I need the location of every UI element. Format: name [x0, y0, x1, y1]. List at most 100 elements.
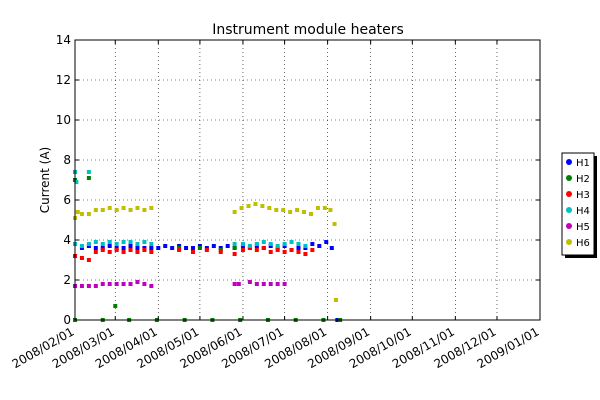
data-point-h4	[261, 240, 266, 244]
data-point-h1	[149, 246, 154, 250]
legend-marker-h6	[566, 239, 572, 245]
gridlines	[74, 39, 541, 321]
data-point-h3	[142, 248, 147, 252]
data-point-h3	[100, 248, 105, 252]
data-point-h1	[107, 244, 112, 248]
data-point-h3	[128, 248, 133, 252]
data-point-h3	[296, 250, 301, 254]
data-point-h3	[93, 250, 98, 254]
data-point-h6	[253, 202, 258, 206]
data-point-h6	[274, 208, 279, 212]
legend-marker-h1	[566, 159, 572, 165]
data-point-h4	[114, 242, 119, 246]
y-tick-label: 10	[56, 113, 71, 127]
data-point-h5	[121, 282, 126, 286]
data-point-h5	[247, 280, 252, 284]
data-point-h6	[128, 208, 133, 212]
legend-marker-h5	[566, 223, 572, 229]
data-point-h3	[261, 246, 266, 250]
data-point-h1	[225, 244, 230, 248]
legend-marker-h3	[566, 191, 572, 197]
data-point-h5	[100, 282, 105, 286]
data-point-h4	[240, 242, 245, 246]
data-point-h4	[268, 242, 273, 246]
data-point-h5	[282, 282, 287, 286]
legend-marker-h2	[566, 175, 572, 181]
data-point-h4	[128, 240, 133, 244]
data-point-h2	[197, 246, 202, 250]
data-point-h5	[128, 282, 133, 286]
legend-label: H6	[576, 238, 590, 249]
data-point-h5	[114, 282, 119, 286]
data-point-h5	[254, 282, 259, 286]
data-point-h1	[310, 242, 315, 246]
data-point-h3	[289, 248, 294, 252]
data-point-h4	[282, 242, 287, 246]
data-point-h2	[232, 246, 237, 250]
data-point-h4	[149, 242, 154, 246]
data-point-h5	[268, 282, 273, 286]
data-point-h3	[135, 250, 140, 254]
data-point-h1	[190, 246, 195, 250]
data-point-h1	[156, 246, 161, 250]
data-point-h2	[86, 176, 91, 180]
data-point-h4	[74, 180, 79, 184]
data-point-h4	[93, 240, 98, 244]
data-point-h6	[100, 208, 105, 212]
data-point-h6	[333, 298, 338, 302]
data-point-h1	[128, 244, 133, 248]
data-point-h4	[303, 244, 308, 248]
data-point-h3	[232, 252, 237, 256]
y-tick-label: 8	[63, 153, 71, 167]
data-point-h4	[296, 242, 301, 246]
data-point-h3	[275, 248, 280, 252]
data-point-h4	[232, 242, 237, 246]
data-point-h3	[310, 248, 315, 252]
data-point-h1	[329, 246, 334, 250]
data-point-h6	[302, 210, 307, 214]
data-point-h6	[332, 222, 337, 226]
data-point-h6	[315, 206, 320, 210]
data-point-h3	[86, 258, 91, 262]
data-point-h5	[79, 284, 84, 288]
legend-label: H2	[576, 174, 590, 185]
data-point-h6	[93, 208, 98, 212]
legend-label: H4	[576, 206, 590, 217]
data-point-h6	[246, 204, 251, 208]
data-point-h1	[184, 246, 189, 250]
data-point-h3	[282, 250, 287, 254]
data-point-h6	[267, 206, 272, 210]
data-point-h4	[100, 242, 105, 246]
data-point-h3	[107, 250, 112, 254]
y-tick-label: 2	[63, 273, 71, 287]
data-point-h6	[288, 210, 293, 214]
data-point-h3	[190, 250, 195, 254]
data-point-h5	[232, 282, 237, 286]
plot-frame	[74, 39, 541, 321]
data-point-h1	[93, 246, 98, 250]
y-tick-label: 6	[63, 193, 71, 207]
legend-label: H5	[576, 222, 590, 233]
data-point-h6	[281, 208, 286, 212]
data-point-h5	[142, 282, 147, 286]
data-point-h5	[135, 280, 140, 284]
data-points	[73, 170, 343, 322]
data-point-h6	[149, 206, 154, 210]
y-tick-label: 12	[56, 73, 71, 87]
legend-box	[561, 152, 595, 256]
data-point-h4	[247, 244, 252, 248]
data-point-h6	[260, 204, 265, 208]
data-point-h4	[121, 240, 126, 244]
data-point-h4	[142, 240, 147, 244]
data-point-h3	[268, 250, 273, 254]
data-point-h6	[295, 208, 300, 212]
legend: H1 H2 H3 H4 H5 H6	[561, 152, 597, 258]
legend-marker-h4	[566, 207, 572, 213]
data-point-h3	[254, 248, 259, 252]
data-point-h3	[114, 248, 119, 252]
data-point-h4	[275, 244, 280, 248]
data-point-h6	[322, 206, 327, 210]
data-point-h1	[135, 246, 140, 250]
data-point-h6	[308, 212, 313, 216]
